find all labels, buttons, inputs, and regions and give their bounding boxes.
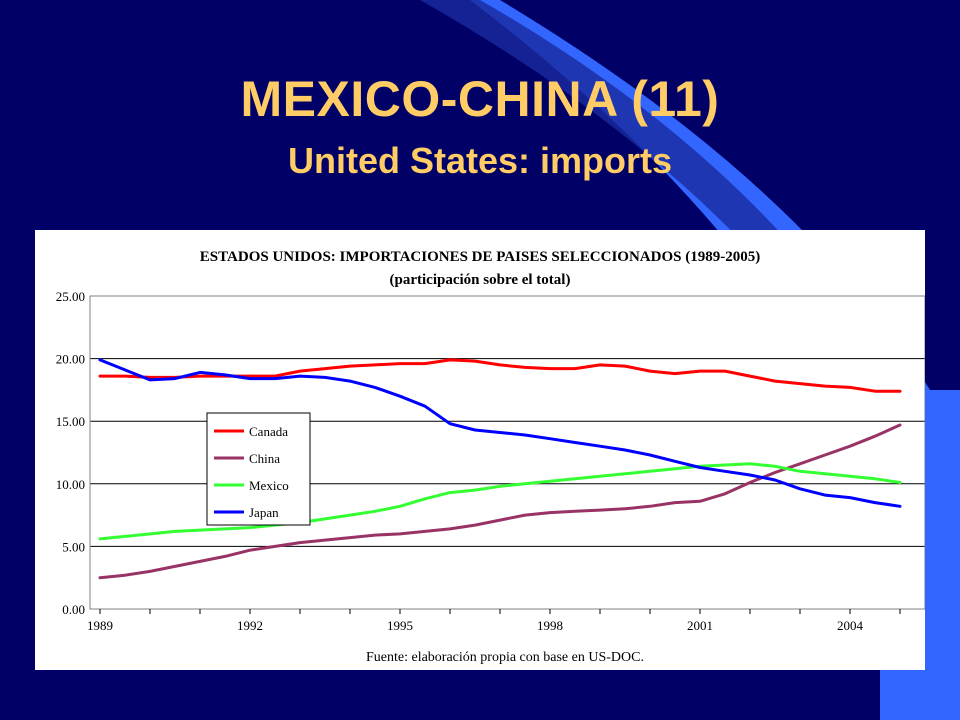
x-tick-label: 2001 — [687, 618, 713, 633]
y-tick-label: 20.00 — [56, 352, 85, 367]
chart-subtitle: (participación sobre el total) — [390, 272, 571, 288]
legend-label: China — [249, 451, 280, 466]
chart-title: ESTADOS UNIDOS: IMPORTACIONES DE PAISES … — [200, 249, 760, 265]
y-axis: 0.00 5.00 10.00 15.00 20.00 25.00 — [56, 289, 85, 617]
x-tick-label: 1998 — [537, 618, 563, 633]
chart-source-note: Fuente: elaboración propia con base en U… — [366, 650, 644, 665]
line-chart: ESTADOS UNIDOS: IMPORTACIONES DE PAISES … — [56, 249, 925, 665]
y-tick-label: 10.00 — [56, 477, 85, 492]
series-line-mexico — [98, 462, 902, 541]
legend-label: Canada — [249, 424, 288, 439]
legend-label: Mexico — [249, 478, 289, 493]
series-line-japan — [98, 358, 902, 508]
series-lines — [98, 358, 902, 580]
slide-subtitle: United States: imports — [287, 140, 673, 181]
x-axis: 1989 1992 1995 1998 2001 2004 — [87, 609, 901, 633]
x-tick-label: 1992 — [237, 618, 263, 633]
x-tick-label: 1995 — [387, 618, 413, 633]
y-tick-label: 0.00 — [62, 602, 85, 617]
x-tick-label: 2004 — [837, 618, 864, 633]
chart-panel: ESTADOS UNIDOS: IMPORTACIONES DE PAISES … — [35, 230, 925, 670]
y-tick-label: 5.00 — [62, 539, 85, 554]
y-tick-label: 25.00 — [56, 289, 85, 304]
legend: Canada China Mexico Japan — [206, 412, 311, 526]
series-line-china — [98, 423, 902, 580]
legend-label: Japan — [249, 505, 279, 520]
x-tick-label: 1989 — [87, 618, 113, 633]
plot-area-border — [89, 295, 925, 610]
slide-title: MEXICO-CHINA (11) — [240, 71, 720, 127]
y-tick-label: 15.00 — [56, 414, 85, 429]
